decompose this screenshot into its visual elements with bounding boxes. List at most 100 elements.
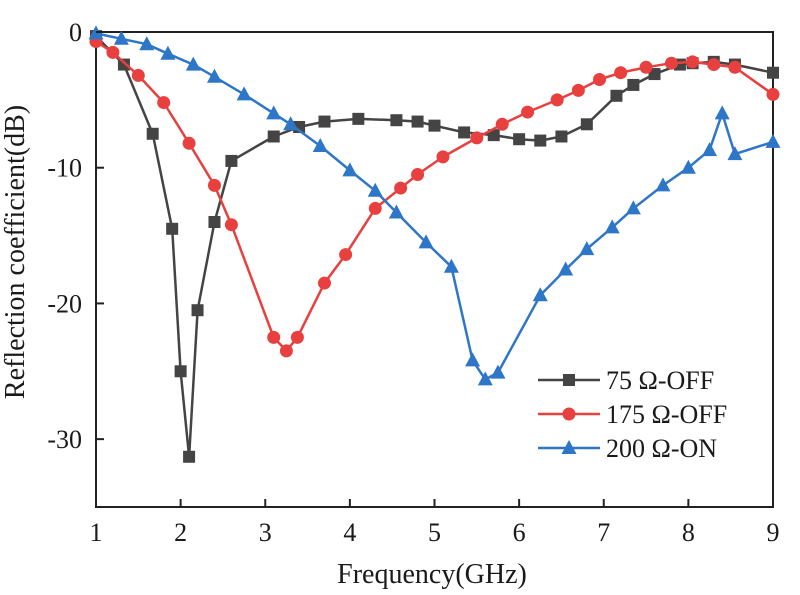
data-point xyxy=(317,276,331,290)
legend-item: 175 Ω-OFF xyxy=(538,400,727,429)
legend-marker xyxy=(563,374,575,386)
data-point xyxy=(418,234,434,249)
data-point xyxy=(207,178,221,192)
data-point xyxy=(106,45,120,59)
legend-label: 200 Ω-ON xyxy=(606,434,717,463)
data-point xyxy=(267,130,280,143)
data-point xyxy=(550,93,564,107)
x-tick-label: 1 xyxy=(90,518,103,547)
data-point xyxy=(765,133,781,148)
data-point xyxy=(707,58,721,72)
data-point xyxy=(490,364,506,379)
x-tick-label: 8 xyxy=(682,518,695,547)
legend-item: 200 Ω-ON xyxy=(538,434,717,463)
ticks-layer: 1 2 3 4 5 6 7 8 9 0 -10 -20 -30 xyxy=(47,18,779,547)
data-point xyxy=(160,45,176,60)
legend-marker xyxy=(561,440,577,454)
legend: 75 Ω-OFF 175 Ω-OFF 200 Ω-ON xyxy=(538,366,727,463)
data-point xyxy=(390,114,403,127)
data-point xyxy=(236,86,252,101)
data-point xyxy=(146,127,159,140)
data-point xyxy=(342,162,358,177)
data-point xyxy=(580,118,593,131)
x-tick-label: 5 xyxy=(428,518,441,547)
data-point xyxy=(283,116,299,131)
x-tick-label: 6 xyxy=(513,518,526,547)
data-point xyxy=(174,365,187,378)
legend-label: 175 Ω-OFF xyxy=(606,400,727,429)
x-tick-label: 7 xyxy=(597,518,610,547)
data-point xyxy=(139,36,155,51)
data-point xyxy=(614,66,628,80)
y-axis-title: Reflection coefficient(dB) xyxy=(0,105,31,399)
legend-label: 75 Ω-OFF xyxy=(606,366,714,395)
data-point xyxy=(368,201,382,215)
series-layer xyxy=(88,25,781,463)
data-point xyxy=(182,136,196,150)
data-point xyxy=(495,117,509,131)
data-point xyxy=(224,218,238,232)
data-point xyxy=(714,105,730,120)
data-point xyxy=(206,68,222,83)
data-point xyxy=(352,112,365,125)
y-tick-label: -10 xyxy=(47,154,82,183)
data-point xyxy=(648,68,661,81)
data-point xyxy=(312,138,328,152)
data-point xyxy=(183,450,196,463)
data-point xyxy=(411,115,424,128)
data-point xyxy=(593,73,607,86)
data-point xyxy=(639,60,653,74)
data-point xyxy=(766,87,780,101)
data-point xyxy=(673,58,686,71)
data-point xyxy=(191,304,204,317)
data-point xyxy=(279,344,293,358)
data-point xyxy=(428,119,441,132)
data-point xyxy=(113,30,129,45)
series-square xyxy=(90,30,779,463)
data-point xyxy=(339,248,353,262)
data-point xyxy=(477,371,493,386)
data-point xyxy=(436,150,450,164)
data-point xyxy=(558,261,574,276)
data-point xyxy=(487,129,500,142)
legend-marker xyxy=(562,407,576,421)
data-point xyxy=(157,96,171,110)
x-axis-title: Frequency(GHz) xyxy=(337,559,527,590)
legend-item: 75 Ω-OFF xyxy=(538,366,714,395)
data-point xyxy=(367,182,383,197)
data-point xyxy=(411,168,425,181)
data-point xyxy=(727,146,743,161)
data-point xyxy=(267,330,281,344)
data-point xyxy=(579,241,595,256)
data-point xyxy=(534,134,547,147)
data-point xyxy=(728,60,742,74)
data-point xyxy=(686,55,700,69)
data-point xyxy=(388,204,404,219)
data-point xyxy=(318,115,331,128)
data-point xyxy=(655,177,671,192)
x-tick-label: 2 xyxy=(174,518,187,547)
data-point xyxy=(117,58,130,71)
x-tick-label: 3 xyxy=(259,518,272,547)
data-point xyxy=(266,105,282,120)
data-point xyxy=(610,89,623,102)
data-point xyxy=(627,78,640,91)
y-tick-label: -20 xyxy=(47,289,82,318)
series-triangle xyxy=(88,25,781,386)
data-point xyxy=(664,56,678,70)
data-point xyxy=(521,105,535,119)
data-point xyxy=(767,66,779,79)
data-point xyxy=(571,83,585,97)
data-point xyxy=(625,200,641,215)
data-point xyxy=(465,352,481,367)
y-tick-label: -30 xyxy=(47,425,82,454)
data-point xyxy=(185,56,201,71)
data-point xyxy=(532,287,548,302)
x-tick-label: 9 xyxy=(767,518,780,547)
data-point xyxy=(208,216,221,228)
data-point xyxy=(458,126,471,139)
data-point xyxy=(513,133,526,146)
data-point xyxy=(680,159,696,174)
data-point xyxy=(443,258,459,273)
